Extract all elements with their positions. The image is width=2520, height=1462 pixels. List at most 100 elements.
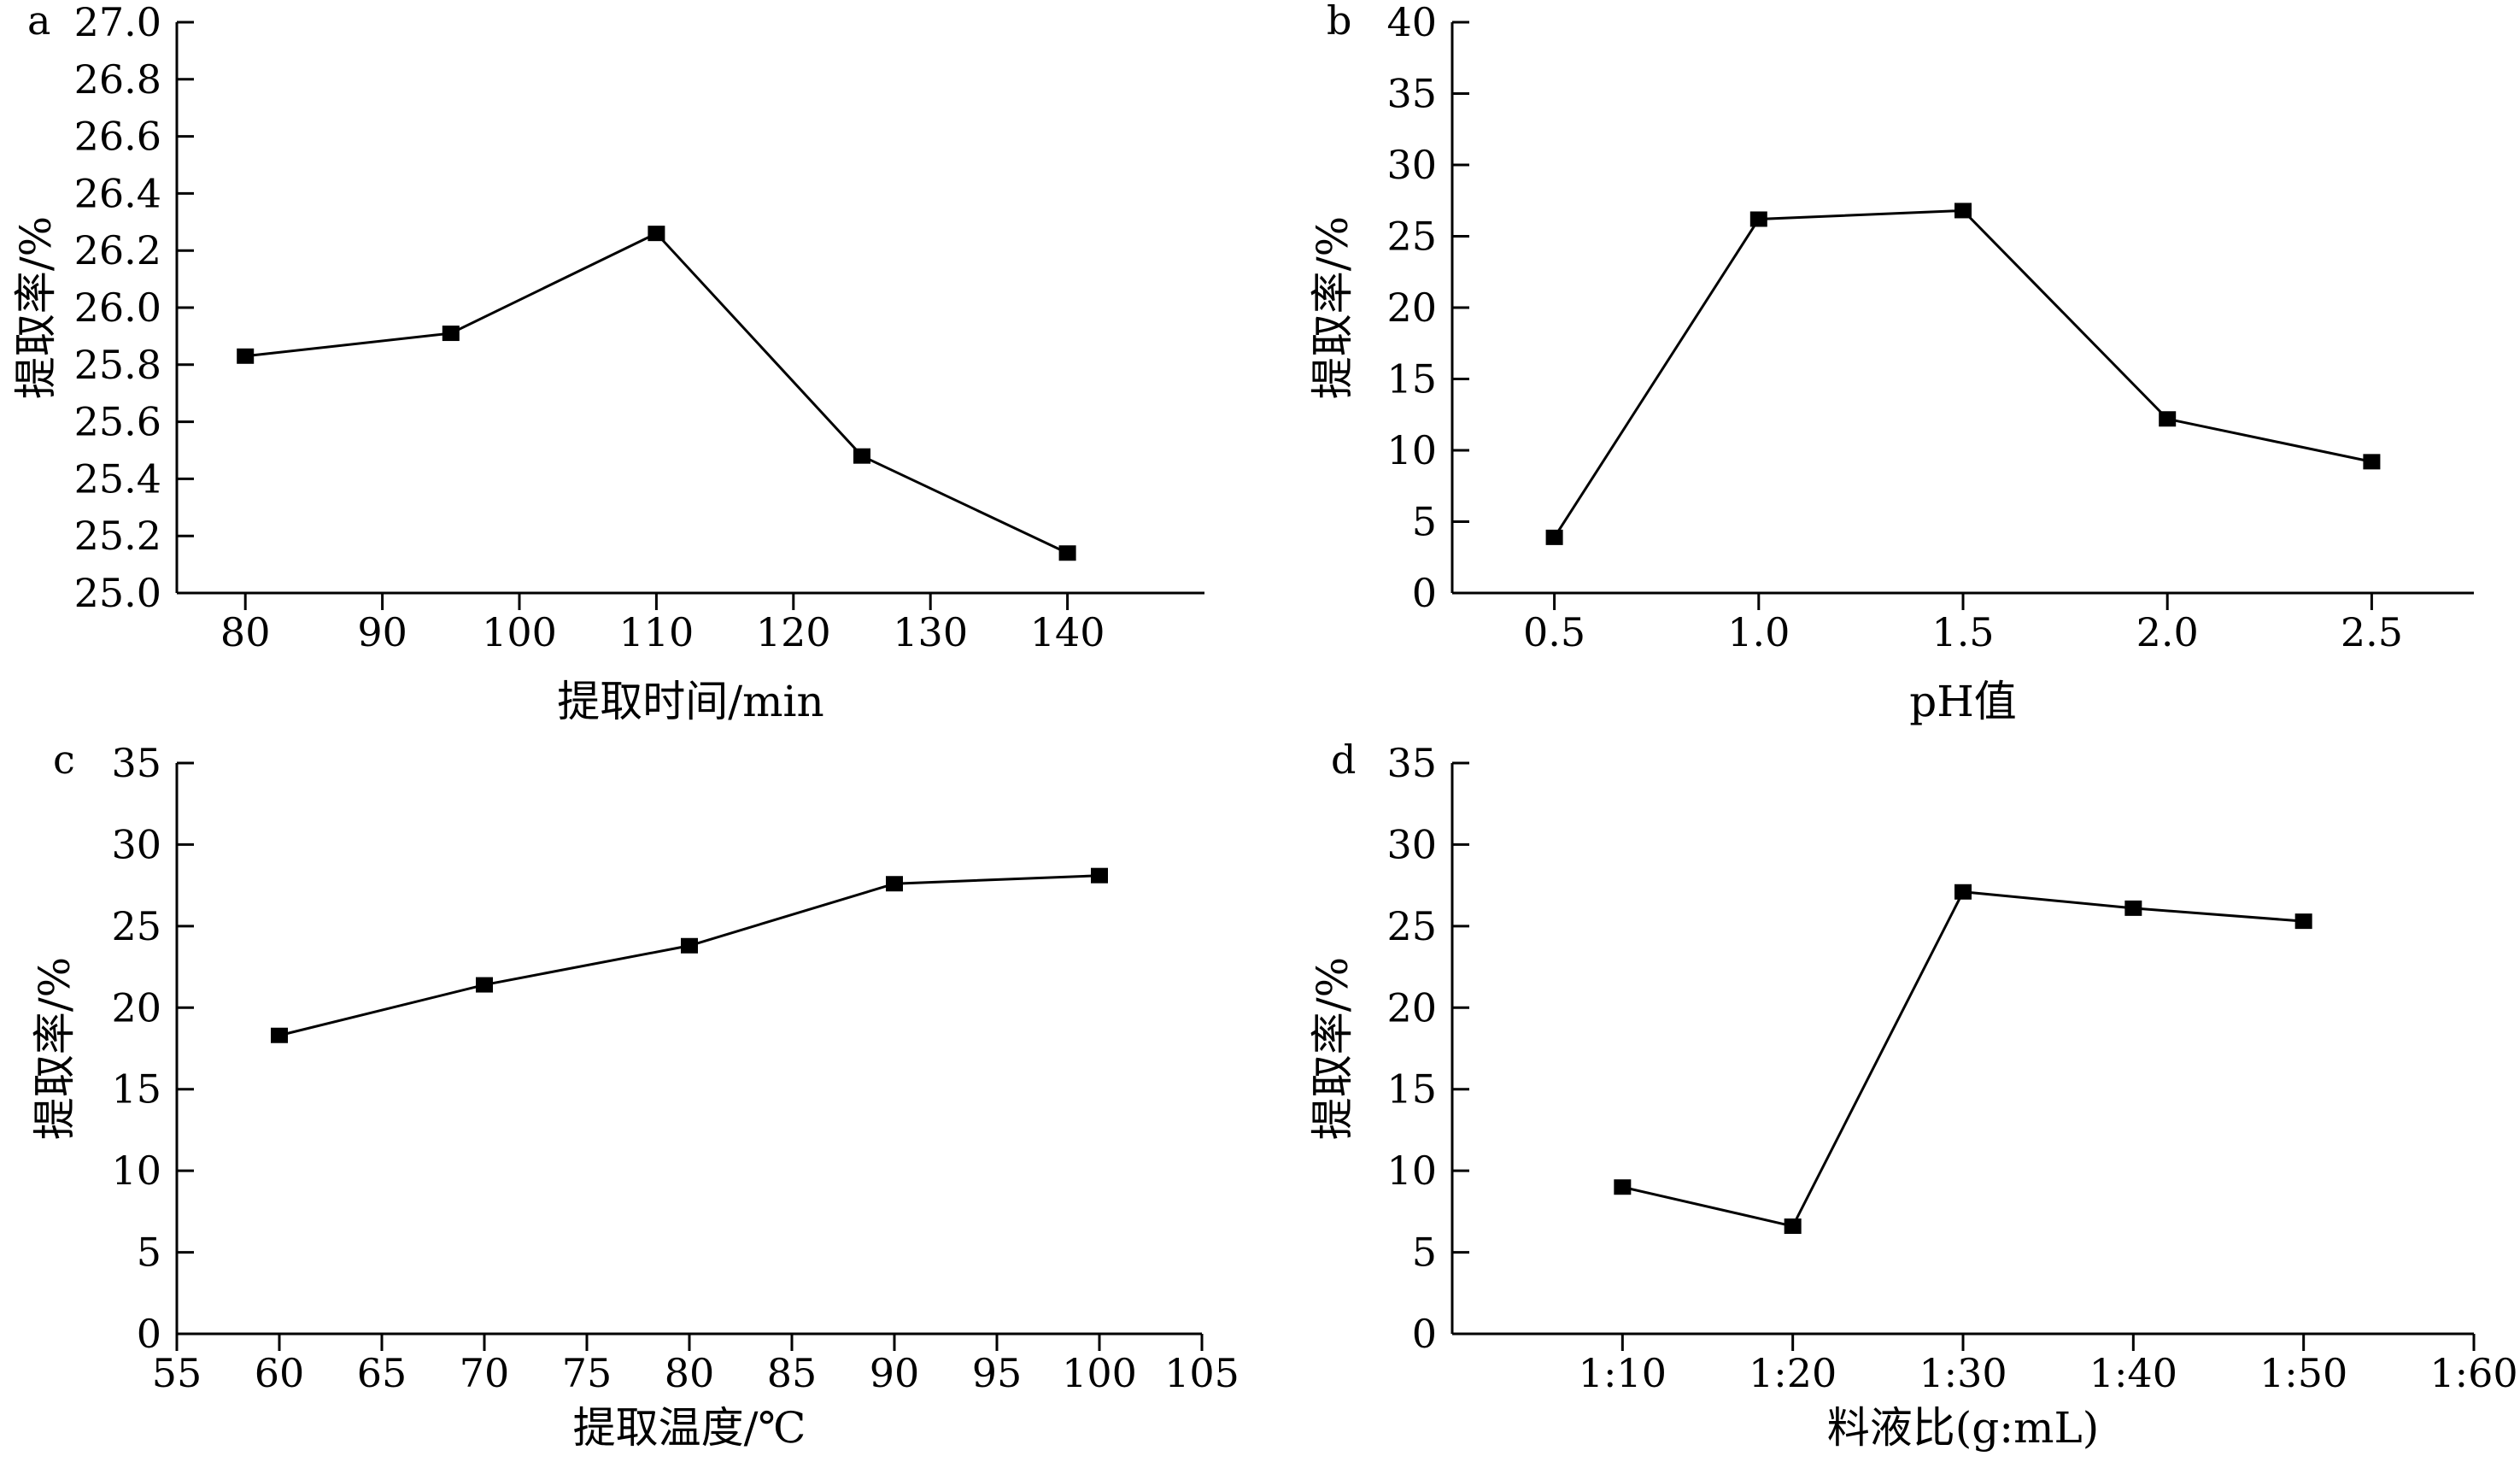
y-axis-title: 提取率/% bbox=[11, 216, 61, 399]
x-tick-label: 0.5 bbox=[1523, 609, 1585, 655]
x-tick-label: 1:60 bbox=[2429, 1350, 2517, 1396]
data-point bbox=[2159, 411, 2177, 427]
y-tick-label: 10 bbox=[111, 1148, 161, 1194]
y-tick-label: 26.8 bbox=[74, 56, 161, 103]
panel-d: 0 5 10 15 20 25 30 35 1:10 1:20 1:30 1:40 1:50 1:60 料液… bbox=[1308, 737, 2518, 1453]
x-tick-label: 1:50 bbox=[2259, 1350, 2347, 1396]
x-tick-label: 1:30 bbox=[1919, 1350, 2007, 1396]
data-point bbox=[1058, 545, 1076, 561]
data-point bbox=[2363, 454, 2381, 470]
data-point bbox=[2294, 913, 2312, 930]
y-tick-label: 0 bbox=[1412, 570, 1437, 616]
x-tick-label: 85 bbox=[767, 1350, 818, 1396]
y-tick-label: 35 bbox=[1386, 740, 1437, 786]
y-tick-label: 35 bbox=[1386, 71, 1437, 117]
y-tick-label: 0 bbox=[137, 1311, 161, 1357]
data-point bbox=[1749, 211, 1767, 227]
data-point bbox=[853, 448, 870, 464]
x-tick-label: 1.5 bbox=[1931, 609, 1994, 655]
data-point bbox=[1614, 1179, 1632, 1195]
x-tick-label: 1:20 bbox=[1749, 1350, 1837, 1396]
y-tick-label: 15 bbox=[1386, 1066, 1437, 1113]
y-tick-label: 30 bbox=[1386, 142, 1437, 188]
x-tick-label: 55 bbox=[152, 1350, 202, 1396]
x-tick-label: 65 bbox=[357, 1350, 407, 1396]
x-tick-label: 140 bbox=[1030, 609, 1105, 655]
y-tick-label: 25.4 bbox=[74, 455, 161, 502]
data-point bbox=[1545, 529, 1563, 545]
y-axis-title: 提取率/% bbox=[1308, 216, 1357, 399]
y-tick-label: 25.8 bbox=[74, 342, 161, 388]
x-axis-title: 提取温度/℃ bbox=[573, 1403, 806, 1453]
data-point bbox=[1091, 867, 1108, 884]
series-line bbox=[245, 232, 1069, 555]
data-point bbox=[2124, 900, 2142, 916]
x-tick-label: 105 bbox=[1164, 1350, 1239, 1396]
series-line bbox=[278, 874, 1100, 1037]
x-tick-label: 100 bbox=[482, 609, 557, 655]
data-point bbox=[237, 348, 255, 364]
y-tick-label: 10 bbox=[1386, 427, 1437, 473]
data-point bbox=[476, 977, 493, 993]
x-tick-label: 100 bbox=[1062, 1350, 1137, 1396]
y-tick-label: 20 bbox=[1386, 285, 1437, 331]
y-tick-label: 30 bbox=[111, 821, 161, 867]
x-axis-title: pH值 bbox=[1909, 677, 2017, 726]
y-tick-label: 25.6 bbox=[74, 399, 161, 445]
y-tick-label: 26.6 bbox=[74, 114, 161, 160]
data-point bbox=[271, 1027, 288, 1043]
y-tick-label: 5 bbox=[1412, 1230, 1437, 1276]
data-point bbox=[1954, 203, 1972, 219]
panel-label: b bbox=[1327, 0, 1351, 44]
y-tick-label: 27.0 bbox=[74, 0, 161, 45]
y-tick-label: 26.0 bbox=[74, 285, 161, 331]
x-tick-label: 1:40 bbox=[2089, 1350, 2177, 1396]
x-tick-label: 1:10 bbox=[1579, 1350, 1667, 1396]
y-tick-label: 25.0 bbox=[74, 570, 161, 616]
y-tick-label: 20 bbox=[1386, 984, 1437, 1030]
panel-a: 25.0 25.2 25.4 25.6 25.8 26.0 26.2 26.4 26.6 26.8… bbox=[11, 0, 1204, 726]
panel-label: d bbox=[1331, 737, 1356, 783]
y-tick-label: 25 bbox=[111, 903, 161, 949]
y-tick-label: 20 bbox=[111, 984, 161, 1030]
panel-c: 0 5 10 15 20 25 30 35 55 60 65 70 75 80 85 90 95 100 105 提取… bbox=[30, 737, 1239, 1453]
x-tick-label: 80 bbox=[665, 1350, 715, 1396]
data-point bbox=[442, 326, 460, 342]
y-axis-title: 提取率/% bbox=[30, 957, 79, 1140]
series-line bbox=[1621, 890, 2304, 1228]
x-tick-label: 90 bbox=[357, 609, 407, 655]
y-tick-label: 26.2 bbox=[74, 227, 161, 273]
x-tick-label: 2.5 bbox=[2341, 609, 2403, 655]
y-tick-label: 40 bbox=[1386, 0, 1437, 45]
data-point bbox=[886, 876, 903, 892]
y-tick-label: 10 bbox=[1386, 1148, 1437, 1194]
x-tick-label: 110 bbox=[618, 609, 694, 655]
x-tick-label: 2.0 bbox=[2136, 609, 2199, 655]
data-point bbox=[681, 937, 698, 954]
x-axis-title: 提取时间/min bbox=[557, 677, 823, 726]
y-axis-title: 提取率/% bbox=[1308, 957, 1357, 1140]
y-tick-label: 5 bbox=[1412, 499, 1437, 545]
y-tick-label: 15 bbox=[1386, 356, 1437, 402]
y-tick-label: 26.4 bbox=[74, 170, 161, 216]
x-tick-label: 95 bbox=[972, 1350, 1023, 1396]
x-tick-label: 1.0 bbox=[1727, 609, 1790, 655]
panel-label: a bbox=[27, 0, 50, 44]
y-tick-label: 0 bbox=[1412, 1311, 1437, 1357]
y-tick-label: 30 bbox=[1386, 821, 1437, 867]
y-tick-label: 15 bbox=[111, 1066, 161, 1113]
data-point bbox=[1784, 1218, 1802, 1235]
x-tick-label: 60 bbox=[255, 1350, 305, 1396]
panel-label: c bbox=[53, 737, 75, 783]
x-axis-title: 料液比(g:mL) bbox=[1827, 1403, 2099, 1453]
x-tick-label: 90 bbox=[870, 1350, 920, 1396]
y-tick-label: 25.2 bbox=[74, 513, 161, 559]
data-point bbox=[1954, 884, 1972, 900]
x-tick-label: 130 bbox=[893, 609, 968, 655]
y-tick-label: 25 bbox=[1386, 214, 1437, 260]
x-tick-label: 120 bbox=[756, 609, 831, 655]
data-point bbox=[648, 226, 665, 242]
x-tick-label: 80 bbox=[220, 609, 271, 655]
series-line bbox=[1553, 208, 2372, 538]
